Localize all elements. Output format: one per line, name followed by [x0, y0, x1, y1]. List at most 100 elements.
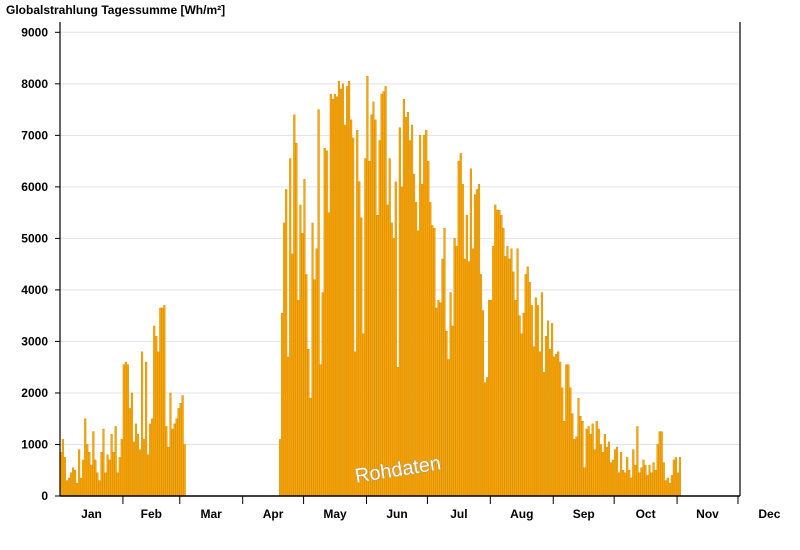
bar — [488, 300, 491, 497]
bar — [652, 462, 655, 497]
bar — [390, 222, 393, 497]
x-tick-label: Sep — [573, 507, 595, 521]
bar — [632, 449, 635, 497]
bar — [611, 459, 615, 497]
bar — [317, 109, 320, 497]
bar — [583, 467, 586, 497]
bar — [624, 472, 627, 497]
bar — [163, 305, 166, 497]
bar — [61, 439, 64, 497]
bar — [569, 387, 572, 497]
x-tick-label: Jun — [386, 507, 407, 521]
bar — [126, 364, 129, 497]
bar — [149, 423, 152, 497]
bar — [415, 202, 418, 497]
bar — [346, 86, 349, 497]
bar — [467, 261, 470, 497]
bar — [644, 464, 647, 497]
bar — [674, 457, 677, 497]
bar — [374, 119, 377, 497]
x-tick-label: Jul — [450, 507, 467, 521]
bar — [654, 470, 657, 497]
bar — [394, 181, 397, 497]
bar — [668, 482, 671, 497]
x-tick-label: Jan — [81, 507, 102, 521]
bar — [443, 227, 446, 497]
bar — [132, 441, 135, 497]
bar — [551, 323, 554, 497]
bar — [666, 477, 669, 497]
bar — [593, 449, 596, 497]
bar — [520, 333, 523, 497]
bar — [348, 81, 351, 497]
bar — [72, 467, 75, 497]
bar — [526, 266, 529, 497]
bar — [289, 158, 292, 497]
bar — [321, 292, 324, 497]
bar — [331, 99, 334, 497]
bar — [648, 464, 651, 497]
bar — [599, 444, 602, 497]
bar — [646, 475, 649, 497]
bar — [380, 93, 383, 497]
x-tick-label: Oct — [636, 507, 656, 521]
bar — [522, 312, 525, 497]
bar — [285, 189, 288, 497]
bar — [536, 305, 539, 497]
bar — [386, 204, 389, 497]
bar — [138, 449, 142, 497]
bar — [167, 446, 170, 497]
bar — [577, 397, 580, 497]
bar — [549, 348, 552, 497]
y-tick-label: 2000 — [21, 386, 48, 400]
bar — [398, 127, 401, 497]
bar — [475, 189, 479, 497]
bar — [88, 452, 91, 497]
bar — [325, 150, 328, 497]
bar — [311, 222, 314, 497]
x-tick-label: May — [323, 507, 347, 521]
y-tick-label: 0 — [41, 489, 48, 503]
bar — [514, 300, 517, 497]
bar — [658, 431, 661, 497]
bar — [469, 168, 472, 497]
bar — [581, 421, 584, 497]
bar — [136, 433, 140, 497]
bar — [400, 186, 403, 497]
bar — [534, 297, 537, 497]
bar — [613, 449, 617, 497]
bar — [94, 459, 97, 497]
bar — [524, 274, 527, 497]
bar — [620, 452, 623, 497]
bar — [540, 292, 543, 497]
bar — [640, 467, 643, 497]
bar — [445, 330, 448, 497]
bar — [392, 238, 395, 497]
bar — [323, 148, 326, 497]
bar — [108, 459, 111, 497]
bar — [425, 130, 428, 497]
bar — [171, 428, 174, 497]
bar — [128, 408, 131, 497]
y-tick-label: 9000 — [21, 25, 48, 39]
bar — [307, 348, 310, 497]
bar — [177, 408, 180, 497]
bar — [676, 472, 679, 497]
bar — [480, 274, 483, 497]
bar — [388, 158, 391, 497]
bar — [473, 194, 476, 497]
bar — [112, 452, 115, 497]
x-tick-label: Dec — [758, 507, 780, 521]
bar — [360, 217, 363, 497]
y-tick-label: 7000 — [21, 128, 48, 142]
bar — [447, 359, 450, 497]
bar — [344, 124, 347, 497]
bar — [459, 153, 462, 497]
bar — [364, 158, 367, 497]
bar — [500, 215, 503, 497]
bar — [589, 433, 592, 497]
bar — [557, 351, 560, 497]
bar — [315, 248, 318, 497]
bar — [546, 320, 550, 497]
